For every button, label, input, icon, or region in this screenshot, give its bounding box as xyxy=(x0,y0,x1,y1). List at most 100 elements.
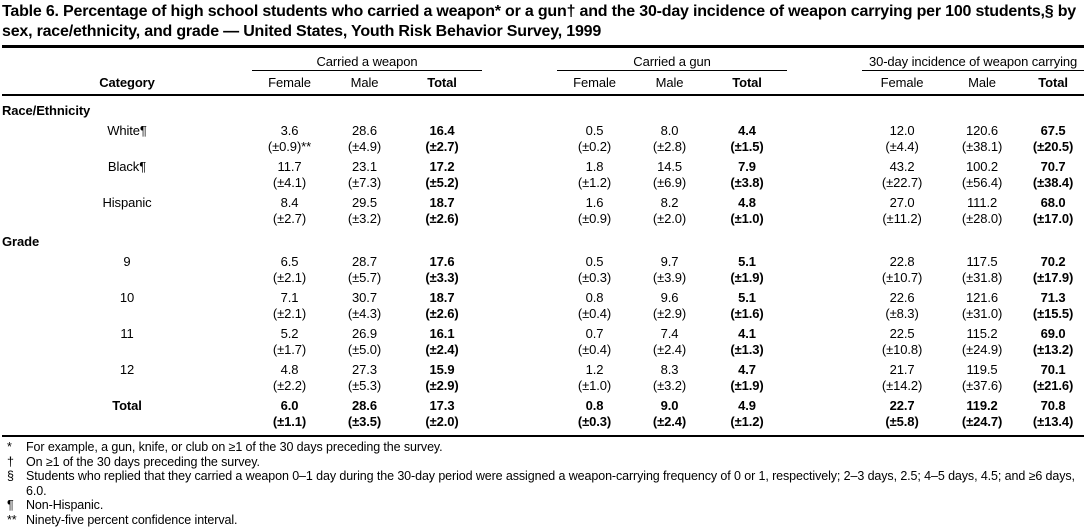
value-cell: 17.3 xyxy=(402,394,482,414)
footnotes: *For example, a gun, knife, or club on ≥… xyxy=(2,435,1084,527)
row-label-empty xyxy=(2,139,252,155)
ci-cell: (±17.0) xyxy=(1022,211,1084,227)
row-label-empty xyxy=(2,270,252,286)
value-cell: 5.1 xyxy=(707,250,787,270)
table-row-ci: (±1.1)(±3.5)(±2.0)(±0.3)(±2.4)(±1.2)(±5.… xyxy=(2,414,1084,430)
ci-cell: (±0.4) xyxy=(557,306,632,322)
column-gap xyxy=(787,342,862,358)
value-cell: 23.1 xyxy=(327,155,402,175)
ci-cell: (±0.9)** xyxy=(252,139,327,155)
ci-cell: (±3.2) xyxy=(632,378,707,394)
ci-cell: (±24.9) xyxy=(942,342,1022,358)
footnote: ¶Non-Hispanic. xyxy=(4,498,1084,513)
ci-cell: (±24.7) xyxy=(942,414,1022,430)
ci-cell: (±13.2) xyxy=(1022,342,1084,358)
ci-cell: (±5.3) xyxy=(327,378,402,394)
value-cell: 18.7 xyxy=(402,191,482,211)
footnote-marker: † xyxy=(4,455,26,470)
ci-cell: (±4.4) xyxy=(862,139,942,155)
footnote-marker: * xyxy=(4,440,26,455)
ci-cell: (±3.2) xyxy=(327,211,402,227)
ci-cell: (±2.1) xyxy=(252,306,327,322)
table-row-ci: (±1.7)(±5.0)(±2.4)(±0.4)(±2.4)(±1.3)(±10… xyxy=(2,342,1084,358)
value-cell: 29.5 xyxy=(327,191,402,211)
col-header-incidence-female: Female xyxy=(862,71,942,96)
value-cell: 22.8 xyxy=(862,250,942,270)
category-column-spacer xyxy=(2,48,252,71)
ci-cell: (±4.1) xyxy=(252,175,327,191)
col-header-gun-total: Total xyxy=(707,71,787,96)
ci-cell: (±2.6) xyxy=(402,211,482,227)
ci-cell: (±5.8) xyxy=(862,414,942,430)
ci-cell: (±3.3) xyxy=(402,270,482,286)
col-header-weapon-male: Male xyxy=(327,71,402,96)
value-cell: 0.8 xyxy=(557,394,632,414)
value-cell: 5.1 xyxy=(707,286,787,306)
column-gap xyxy=(787,211,862,227)
section-row: Race/Ethnicity xyxy=(2,95,1084,119)
value-cell: 8.2 xyxy=(632,191,707,211)
ci-cell: (±31.8) xyxy=(942,270,1022,286)
section-header: Grade xyxy=(2,227,1084,250)
value-cell: 8.4 xyxy=(252,191,327,211)
value-cell: 15.9 xyxy=(402,358,482,378)
value-cell: 3.6 xyxy=(252,119,327,139)
row-label: 12 xyxy=(2,358,252,378)
ci-cell: (±13.4) xyxy=(1022,414,1084,430)
column-gap xyxy=(787,48,862,71)
col-header-incidence-male: Male xyxy=(942,71,1022,96)
ci-cell: (±10.8) xyxy=(862,342,942,358)
column-gap xyxy=(482,155,557,175)
value-cell: 70.8 xyxy=(1022,394,1084,414)
column-gap xyxy=(482,250,557,270)
column-gap xyxy=(482,270,557,286)
col-header-gun-male: Male xyxy=(632,71,707,96)
ci-cell: (±8.3) xyxy=(862,306,942,322)
value-cell: 117.5 xyxy=(942,250,1022,270)
ci-cell: (±22.7) xyxy=(862,175,942,191)
column-gap xyxy=(787,358,862,378)
column-gap xyxy=(482,358,557,378)
group-header-carried-weapon: Carried a weapon xyxy=(252,48,482,71)
category-header: Category xyxy=(2,71,252,96)
table-header: Carried a weapon Carried a gun 30-day in… xyxy=(2,48,1084,95)
ci-cell: (±2.0) xyxy=(402,414,482,430)
ci-cell: (±0.3) xyxy=(557,270,632,286)
ci-cell: (±20.5) xyxy=(1022,139,1084,155)
col-header-gun-female: Female xyxy=(557,71,632,96)
value-cell: 27.0 xyxy=(862,191,942,211)
value-cell: 71.3 xyxy=(1022,286,1084,306)
row-label-empty xyxy=(2,175,252,191)
ci-cell: (±5.7) xyxy=(327,270,402,286)
value-cell: 7.4 xyxy=(632,322,707,342)
footnote-marker: ¶ xyxy=(4,498,26,513)
value-cell: 28.6 xyxy=(327,394,402,414)
value-cell: 69.0 xyxy=(1022,322,1084,342)
value-cell: 9.7 xyxy=(632,250,707,270)
footnote-marker: ** xyxy=(4,513,26,527)
ci-cell: (±11.2) xyxy=(862,211,942,227)
col-header-weapon-female: Female xyxy=(252,71,327,96)
row-label-empty xyxy=(2,211,252,227)
value-cell: 4.8 xyxy=(707,191,787,211)
column-gap xyxy=(482,191,557,211)
table-row-ci: (±4.1)(±7.3)(±5.2)(±1.2)(±6.9)(±3.8)(±22… xyxy=(2,175,1084,191)
group-header-incidence: 30-day incidence of weapon carrying xyxy=(862,48,1084,71)
value-cell: 12.0 xyxy=(862,119,942,139)
column-gap xyxy=(482,414,557,430)
column-gap xyxy=(787,139,862,155)
ci-cell: (±1.5) xyxy=(707,139,787,155)
column-gap xyxy=(787,306,862,322)
value-cell: 26.9 xyxy=(327,322,402,342)
ci-cell: (±2.4) xyxy=(632,342,707,358)
ci-cell: (±1.9) xyxy=(707,270,787,286)
table-row-ci: (±2.1)(±5.7)(±3.3)(±0.3)(±3.9)(±1.9)(±10… xyxy=(2,270,1084,286)
column-gap xyxy=(787,119,862,139)
value-cell: 17.2 xyxy=(402,155,482,175)
table-row-ci: (±2.7)(±3.2)(±2.6)(±0.9)(±2.0)(±1.0)(±11… xyxy=(2,211,1084,227)
group-header-carried-gun: Carried a gun xyxy=(557,48,787,71)
statistics-table: Carried a weapon Carried a gun 30-day in… xyxy=(2,48,1084,430)
